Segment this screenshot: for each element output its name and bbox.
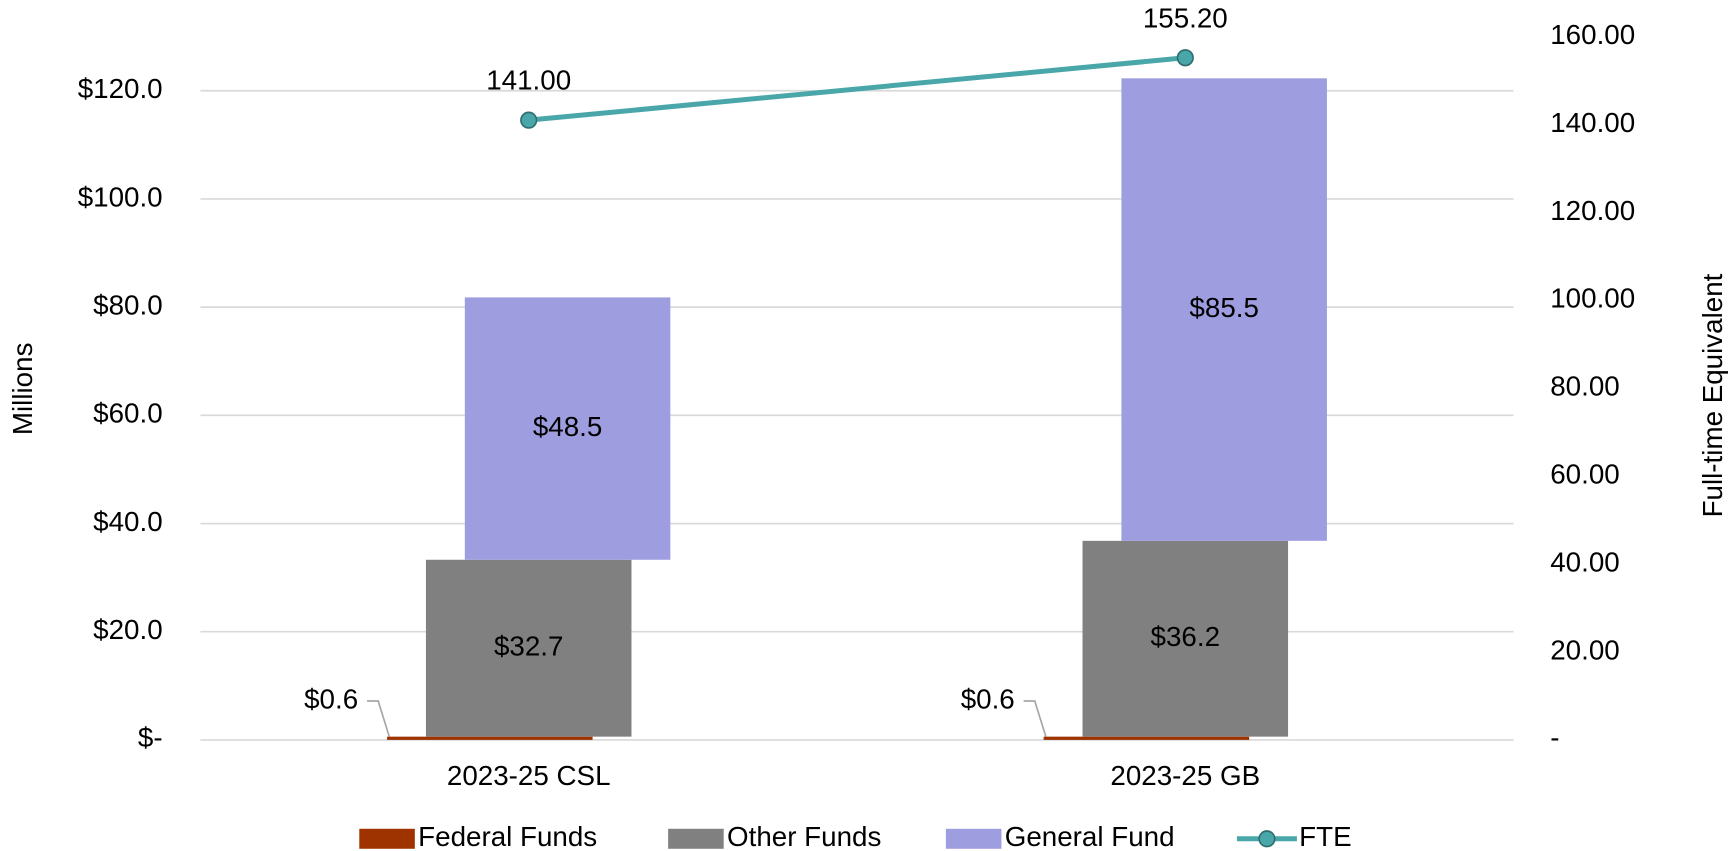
y2-tick-label: 20.00 bbox=[1550, 634, 1619, 665]
data-label: $0.6 bbox=[961, 683, 1015, 714]
line-marker bbox=[1176, 49, 1194, 67]
y2-tick-label: 60.00 bbox=[1550, 459, 1619, 490]
data-label: 141.00 bbox=[486, 65, 571, 96]
y-axis-title: Millions bbox=[7, 343, 38, 436]
y-tick-label: $20.0 bbox=[93, 614, 162, 645]
y2-tick-label: 160.00 bbox=[1550, 19, 1635, 50]
legend-label: FTE bbox=[1299, 821, 1351, 851]
legend-swatch bbox=[1258, 830, 1276, 848]
legend-swatch bbox=[668, 828, 724, 849]
y-tick-label: $120.0 bbox=[78, 73, 163, 104]
data-label: $36.2 bbox=[1151, 621, 1220, 652]
y2-tick-label: 40.00 bbox=[1550, 546, 1619, 577]
y2-tick-label: 120.00 bbox=[1550, 195, 1635, 226]
y2-tick-label: 100.00 bbox=[1550, 283, 1635, 314]
data-label: $85.5 bbox=[1189, 292, 1258, 323]
y2-tick-label: - bbox=[1550, 722, 1559, 753]
y-tick-label: $100.0 bbox=[78, 181, 163, 212]
data-label: $0.6 bbox=[304, 683, 358, 714]
y-tick-label: $40.0 bbox=[93, 506, 162, 537]
y2-axis-title: Full-time Equivalent bbox=[1697, 273, 1728, 517]
legend-label: Other Funds bbox=[727, 821, 881, 851]
y-tick-label: $60.0 bbox=[93, 398, 162, 429]
bar bbox=[425, 559, 632, 737]
data-label: 155.20 bbox=[1143, 2, 1228, 33]
legend-swatch bbox=[945, 828, 1002, 849]
y-tick-label: $- bbox=[138, 722, 163, 753]
line bbox=[528, 55, 1186, 123]
data-label: $32.7 bbox=[494, 631, 563, 662]
legend-label: Federal Funds bbox=[418, 821, 597, 851]
y2-tick-label: 140.00 bbox=[1550, 107, 1635, 138]
bar bbox=[464, 297, 671, 560]
legend-swatch bbox=[359, 828, 415, 849]
legend-label: General Fund bbox=[1005, 821, 1175, 851]
y-tick-label: $80.0 bbox=[93, 289, 162, 320]
bar bbox=[1121, 78, 1327, 541]
bar bbox=[1043, 736, 1250, 740]
line-marker bbox=[520, 111, 538, 129]
data-label: $48.5 bbox=[533, 411, 602, 442]
bar bbox=[387, 736, 593, 740]
y2-tick-label: 80.00 bbox=[1550, 371, 1619, 402]
x-tick-label: 2023-25 CSL bbox=[447, 760, 611, 791]
leader-line bbox=[367, 700, 391, 737]
bar bbox=[1082, 540, 1289, 737]
x-tick-label: 2023-25 GB bbox=[1110, 760, 1260, 791]
leader-line bbox=[1023, 700, 1047, 737]
